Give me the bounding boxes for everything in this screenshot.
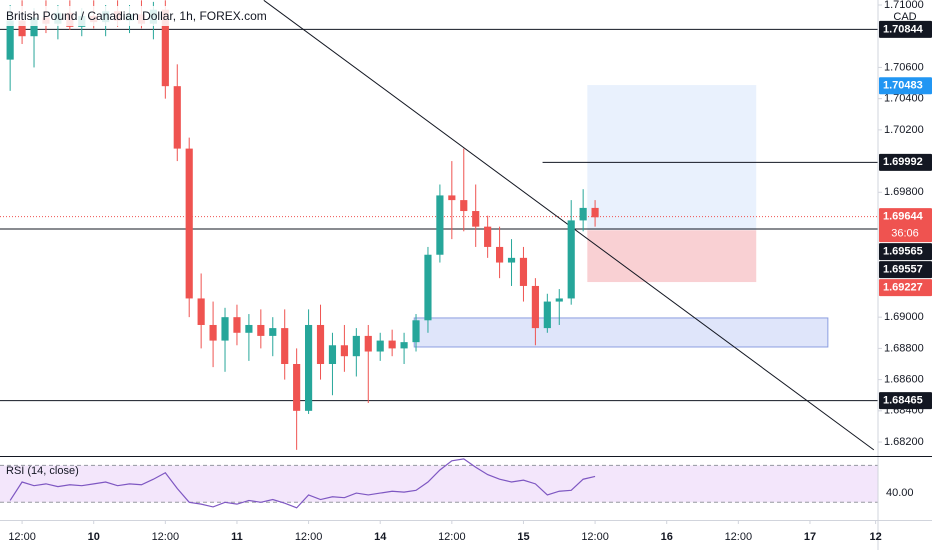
rsi-tick-label: 40.00 [886,487,914,499]
candle-body [30,17,38,37]
x-tick-label: 12 [869,531,881,543]
price-label: 1.70483 [883,80,923,92]
x-tick-label: 12:00 [295,531,323,543]
candle-body [18,20,26,37]
candle-body [472,211,480,227]
candle-body [269,328,277,336]
zone [587,85,757,231]
candle-body [388,340,396,349]
price-label-box [879,392,932,410]
price-pane [0,0,878,451]
zone [413,317,829,348]
y-tick-label: 1.70200 [884,124,924,136]
candle-body [567,220,575,299]
candle-body [460,200,468,212]
y-tick-label: 1.68800 [884,342,924,354]
candle-body [543,301,551,329]
candle-body [400,342,408,349]
candle-body [6,20,14,60]
candle-body [555,298,563,302]
x-tick-label: 15 [517,531,529,543]
price-label-box [879,153,932,171]
title-background [0,6,262,26]
candle-body [161,9,169,87]
zone [587,230,757,283]
y-tick-label: 1.68600 [884,374,924,386]
candle-body [185,148,193,299]
rsi-line [9,458,596,509]
x-tick-label: 12:00 [438,531,466,543]
candle-body [579,207,587,221]
x-tick-label: 17 [804,531,816,543]
candle-body [424,254,432,321]
price-label-box [879,20,932,38]
candle-body [591,207,599,218]
price-label-box [879,77,932,95]
candle-body [245,324,253,333]
candle-body [328,345,337,364]
price-label: 1.69644 [883,211,924,223]
x-tick-label: 10 [88,531,100,543]
candle-body [519,257,528,286]
currency-label: CAD [893,11,916,23]
candle-body [305,324,313,411]
candle-body [412,320,420,343]
candle-body [257,324,265,336]
candle-body [436,195,444,255]
price-label: 1.69557 [883,264,923,276]
x-tick-label: 14 [374,531,387,543]
candle-body [293,364,301,411]
candle-body [364,335,372,352]
rsi-pane [0,458,878,509]
y-tick-label: 1.70400 [884,93,924,105]
candle-body [352,335,360,357]
x-tick-label: 16 [661,531,673,543]
price-label: 1.69227 [883,282,923,294]
candle-body [376,340,384,352]
candle-body [507,257,516,263]
price-label-box [879,243,932,261]
rsi-title: RSI (14, close) [6,465,79,477]
candle-body [233,317,241,333]
candle-body [316,324,325,364]
price-label-box [879,208,932,243]
price-label-box [879,261,932,279]
countdown-label: 36:06 [891,228,919,240]
chart-title: British Pound / Canadian Dollar, 1h, FOR… [6,9,267,23]
x-tick-label: 11 [231,531,243,543]
y-tick-label: 1.69800 [884,186,924,198]
x-tick-label: 12:00 [8,531,36,543]
candle-body [197,298,205,325]
y-tick-label: 1.71000 [884,0,924,11]
price-label: 1.68465 [883,395,923,407]
price-label: 1.69565 [883,246,923,258]
price-label: 1.69992 [883,156,923,168]
price-label-box [879,279,932,297]
candle-body [531,285,539,329]
candle-body [281,328,289,364]
price-label: 1.70844 [883,23,924,35]
candle-body [221,317,229,341]
candle-body [448,195,456,201]
x-tick-label: 12:00 [725,531,753,543]
x-tick-label: 12:00 [581,531,609,543]
candle-body [340,345,348,357]
candle-body [209,324,217,341]
candle-body [496,246,504,263]
y-tick-label: 1.70600 [884,61,924,73]
candle-body [173,86,181,149]
y-tick-label: 1.68200 [884,436,924,448]
x-tick-label: 12:00 [152,531,180,543]
candle-body [484,226,492,247]
y-tick-label: 1.69000 [884,311,924,323]
